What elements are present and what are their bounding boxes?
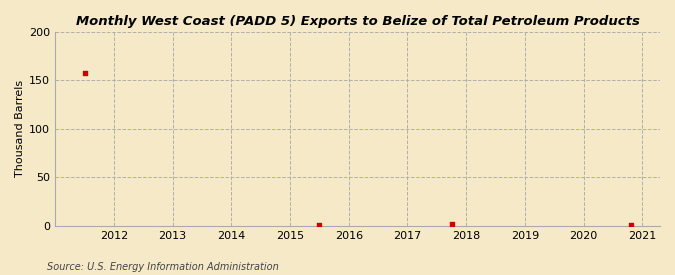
Title: Monthly West Coast (PADD 5) Exports to Belize of Total Petroleum Products: Monthly West Coast (PADD 5) Exports to B… — [76, 15, 639, 28]
Point — [446, 222, 457, 226]
Text: Source: U.S. Energy Information Administration: Source: U.S. Energy Information Administ… — [47, 262, 279, 272]
Point — [625, 223, 636, 227]
Point — [79, 70, 90, 75]
Y-axis label: Thousand Barrels: Thousand Barrels — [15, 80, 25, 177]
Point — [314, 223, 325, 227]
